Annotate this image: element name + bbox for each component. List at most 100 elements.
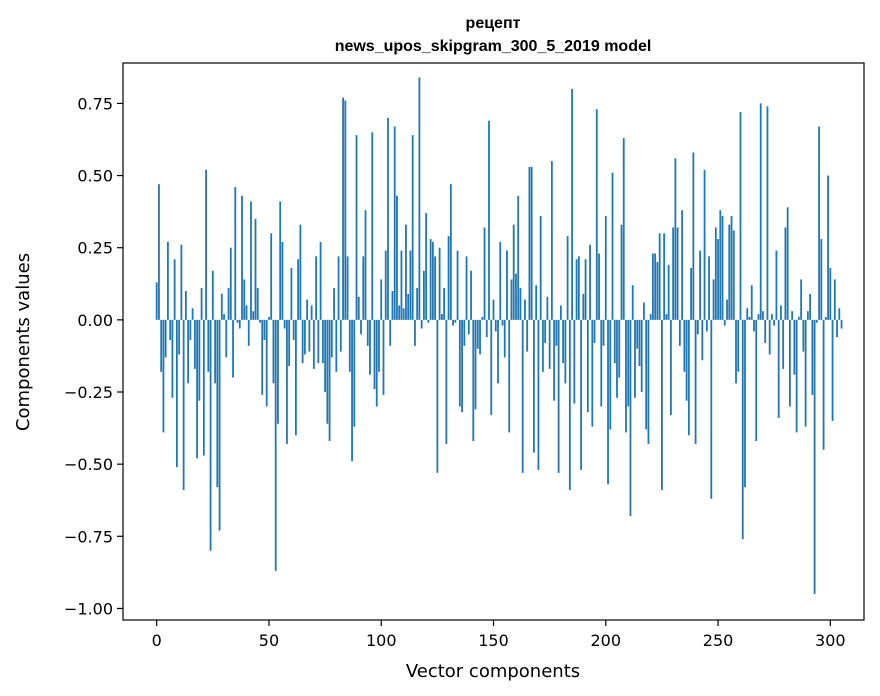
bar <box>696 319 699 335</box>
bar <box>378 319 380 372</box>
bar <box>438 247 441 320</box>
bar <box>407 293 410 320</box>
bar <box>155 282 158 320</box>
chart-title: рецепт <box>466 15 521 32</box>
bar <box>232 319 234 378</box>
bar <box>422 270 425 320</box>
bar <box>447 236 450 320</box>
bar <box>429 239 432 320</box>
bar <box>164 319 167 358</box>
bar <box>573 319 576 404</box>
bar <box>815 319 818 323</box>
bar <box>631 285 634 320</box>
bar <box>346 256 349 320</box>
bar <box>616 319 618 398</box>
bar <box>663 233 666 320</box>
bar <box>604 215 607 320</box>
plot-frame <box>122 62 865 621</box>
y-axis: 0.75 0.50 0.25 0.00 −0.25 −0.50 −0.75 −1.00 <box>64 94 123 618</box>
bar <box>640 319 643 392</box>
bar <box>600 319 603 407</box>
bar <box>427 319 430 323</box>
bar <box>672 227 675 320</box>
bar <box>524 299 526 320</box>
bar <box>687 319 690 436</box>
bar <box>789 319 791 407</box>
y-tick-label: 0.50 <box>77 167 113 186</box>
bar <box>465 256 468 320</box>
bar <box>824 316 827 320</box>
bar <box>530 166 533 320</box>
bar <box>595 109 598 320</box>
bar <box>582 293 585 320</box>
bar <box>793 319 796 375</box>
bar <box>306 299 309 320</box>
bar <box>250 201 252 320</box>
bar <box>425 213 428 320</box>
bar <box>312 319 315 369</box>
bar <box>366 319 369 346</box>
bar <box>840 319 843 329</box>
bar <box>409 250 412 320</box>
bar <box>182 319 185 491</box>
y-tick-label: 0.25 <box>77 239 113 258</box>
bar <box>342 97 344 320</box>
bar <box>184 290 187 320</box>
bar <box>571 88 573 320</box>
bar <box>351 319 353 462</box>
bar <box>795 319 798 433</box>
bar <box>337 256 340 320</box>
x-tick-label: 250 <box>703 631 734 650</box>
y-tick-label: 0.75 <box>77 94 113 113</box>
bar <box>501 319 504 326</box>
bar <box>499 241 502 320</box>
bar <box>678 319 681 346</box>
bar <box>223 314 225 320</box>
bar <box>829 267 832 320</box>
bar <box>791 311 794 320</box>
bar <box>669 319 672 416</box>
bar <box>382 319 385 395</box>
bar <box>162 319 165 433</box>
bar <box>205 169 207 320</box>
bar <box>178 319 181 355</box>
bar <box>308 319 311 352</box>
bar <box>730 215 733 320</box>
bar <box>488 120 490 320</box>
bar <box>764 319 767 343</box>
bar <box>620 224 623 320</box>
bar <box>744 319 746 488</box>
bar <box>800 279 803 320</box>
bar <box>467 319 470 335</box>
bar <box>634 319 636 398</box>
bar <box>371 132 374 320</box>
y-axis-label: Components values <box>13 253 34 431</box>
bar <box>708 256 710 320</box>
bar <box>196 319 198 459</box>
bar <box>674 158 677 320</box>
x-tick-label: 150 <box>478 631 509 650</box>
bar <box>593 319 596 343</box>
bar <box>723 319 726 326</box>
bar <box>512 224 515 320</box>
bar <box>562 319 565 364</box>
bar <box>775 250 778 320</box>
bar <box>348 319 351 372</box>
bar <box>202 319 205 456</box>
bar <box>611 172 614 320</box>
bar <box>818 126 820 320</box>
bar <box>272 319 275 384</box>
bar <box>719 210 722 320</box>
bar <box>503 319 506 358</box>
bar <box>589 244 591 320</box>
bar <box>710 319 713 499</box>
bar <box>263 319 266 341</box>
bar <box>335 319 338 372</box>
bar <box>822 319 825 450</box>
bar <box>533 319 535 453</box>
bar <box>517 195 520 320</box>
bar <box>214 319 216 384</box>
bar <box>339 319 342 352</box>
bar <box>690 267 692 320</box>
